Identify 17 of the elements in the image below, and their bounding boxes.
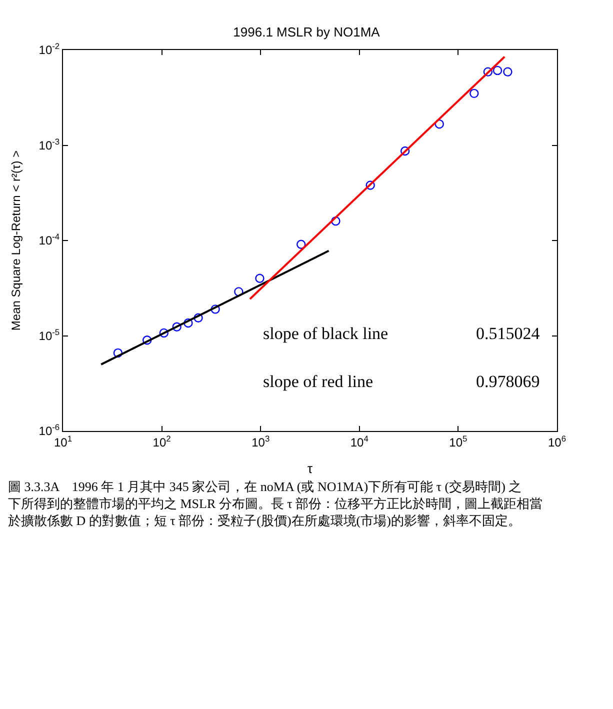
x-tick-label: 10$^{4}$ xyxy=(350,433,369,450)
y-tick-label: 10$^{-5}$ xyxy=(38,326,60,343)
annotation: 0.978069 xyxy=(476,372,540,391)
x-tick-label: 10$^{2}$ xyxy=(152,433,172,450)
caption: 圖 3.3.3A 1996 年 1 月其中 345 家公司，在 noMA (或 NO1MA)下所有可能 τ (交易時間) 之下所得到的整體市場的平均之 MSLR 分布圖。長 τ 部份：位移平方正比於時間，圖上截距相當於擴散係數 D 的對數值；短 τ 部份：受粒子(股價)在所處環境(市場)的影響，斜率不固定。 xyxy=(8,479,543,528)
x-tick-label: 10$^{3}$ xyxy=(252,433,270,450)
annotation: 0.515024 xyxy=(476,324,540,343)
x-axis-title: τ xyxy=(307,461,314,476)
x-tick-label: 10$^{6}$ xyxy=(548,433,566,450)
y-tick-label: 10$^{-3}$ xyxy=(38,136,60,152)
chart-title: 1996.1 MSLR by NO1MA xyxy=(233,24,380,40)
annotation: slope of red line xyxy=(263,372,373,391)
annotation: slope of black line xyxy=(263,324,388,343)
x-tick-label: 10$^{5}$ xyxy=(449,433,468,450)
y-tick-label: 10$^{-4}$ xyxy=(38,232,60,248)
y-axis-title: Mean Square Log-Return < r²(τ) > xyxy=(9,150,24,331)
y-tick-label: 10$^{-2}$ xyxy=(38,41,60,58)
